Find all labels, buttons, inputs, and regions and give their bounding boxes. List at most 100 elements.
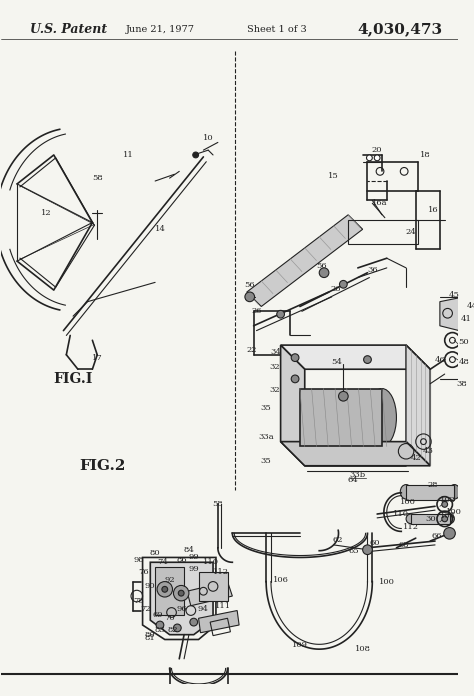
Text: 46: 46 (435, 356, 445, 363)
Ellipse shape (445, 514, 455, 523)
Text: 33a: 33a (258, 433, 274, 441)
Text: 70: 70 (164, 615, 175, 622)
Circle shape (319, 268, 329, 278)
Text: 62: 62 (332, 536, 343, 544)
Polygon shape (281, 442, 430, 466)
Ellipse shape (367, 388, 396, 446)
Text: 82: 82 (167, 626, 178, 634)
Text: 45: 45 (449, 291, 460, 299)
Text: 43: 43 (423, 448, 434, 455)
Polygon shape (281, 345, 430, 370)
Circle shape (190, 618, 198, 626)
Text: June 21, 1977: June 21, 1977 (126, 25, 195, 34)
Text: 20: 20 (372, 146, 383, 154)
Circle shape (442, 502, 447, 507)
Text: 34: 34 (270, 348, 281, 356)
Text: FIG.I: FIG.I (54, 372, 93, 386)
Circle shape (193, 152, 199, 158)
Circle shape (364, 356, 371, 363)
Text: 18: 18 (420, 151, 431, 159)
Circle shape (338, 391, 348, 401)
Circle shape (162, 587, 168, 592)
Text: 92: 92 (164, 576, 175, 584)
Polygon shape (187, 582, 232, 606)
Text: 83: 83 (155, 626, 165, 634)
Text: 54: 54 (331, 358, 342, 365)
Text: 72: 72 (140, 605, 151, 612)
Text: 16a: 16a (372, 199, 388, 207)
Text: 76: 76 (138, 568, 149, 576)
Polygon shape (199, 610, 239, 633)
Ellipse shape (448, 484, 460, 499)
Text: 4,030,473: 4,030,473 (358, 22, 443, 36)
Text: 32: 32 (270, 386, 280, 395)
Text: 65: 65 (349, 546, 359, 555)
Text: 14: 14 (155, 226, 165, 233)
Polygon shape (155, 567, 184, 615)
Text: 33b: 33b (350, 471, 366, 480)
Text: 110: 110 (393, 510, 409, 518)
Ellipse shape (401, 484, 412, 499)
Circle shape (444, 528, 456, 539)
Text: 56: 56 (245, 281, 255, 290)
Text: 111: 111 (215, 602, 231, 610)
Text: 48: 48 (458, 358, 469, 365)
Circle shape (178, 590, 184, 596)
Text: 86: 86 (177, 556, 188, 564)
Text: 35: 35 (261, 404, 272, 412)
Text: 78: 78 (133, 597, 144, 605)
Text: 66: 66 (432, 532, 442, 540)
Circle shape (157, 582, 173, 597)
Text: 100: 100 (447, 508, 462, 516)
Text: 28: 28 (428, 481, 438, 489)
Text: 69: 69 (153, 611, 164, 619)
Text: 16: 16 (428, 206, 438, 214)
Text: 60: 60 (370, 539, 381, 547)
Polygon shape (406, 485, 455, 500)
Ellipse shape (406, 514, 416, 523)
Text: 12: 12 (41, 209, 51, 217)
Text: 99: 99 (188, 553, 199, 562)
Text: 99: 99 (188, 565, 199, 573)
Circle shape (291, 375, 299, 383)
Text: FIG.2: FIG.2 (79, 459, 125, 473)
Text: 100: 100 (379, 578, 395, 585)
Circle shape (442, 516, 447, 522)
Text: 26: 26 (251, 308, 262, 315)
Polygon shape (300, 388, 382, 446)
Text: 35: 35 (261, 457, 272, 465)
Circle shape (339, 280, 347, 288)
Text: 22: 22 (246, 346, 257, 354)
Text: 94: 94 (198, 605, 209, 612)
Text: 56: 56 (316, 262, 327, 270)
Text: 106: 106 (273, 576, 289, 584)
Polygon shape (411, 514, 449, 523)
Ellipse shape (285, 388, 314, 446)
Text: 17: 17 (92, 354, 102, 362)
Text: 64: 64 (347, 476, 358, 484)
Text: 100: 100 (400, 498, 416, 507)
Text: 42: 42 (410, 454, 421, 462)
Polygon shape (150, 562, 213, 635)
Text: 74: 74 (157, 558, 168, 567)
Text: 58: 58 (92, 174, 102, 182)
Text: U.S. Patent: U.S. Patent (30, 23, 107, 36)
Text: Sheet 1 of 3: Sheet 1 of 3 (247, 25, 307, 34)
Text: 32: 32 (270, 363, 280, 371)
Text: 80: 80 (145, 631, 155, 639)
Text: 38: 38 (456, 380, 467, 388)
Circle shape (245, 292, 255, 301)
Text: 68: 68 (399, 541, 410, 549)
Circle shape (291, 354, 299, 361)
Polygon shape (281, 345, 305, 466)
Text: 102: 102 (440, 496, 456, 503)
Text: 104: 104 (439, 512, 456, 520)
Circle shape (277, 310, 284, 318)
Polygon shape (440, 296, 474, 331)
Text: 58: 58 (212, 500, 223, 508)
Text: 98: 98 (133, 556, 144, 564)
Text: 108: 108 (355, 645, 371, 653)
Text: 15: 15 (328, 172, 339, 180)
Text: 112: 112 (213, 568, 229, 576)
Text: 24: 24 (406, 228, 416, 236)
